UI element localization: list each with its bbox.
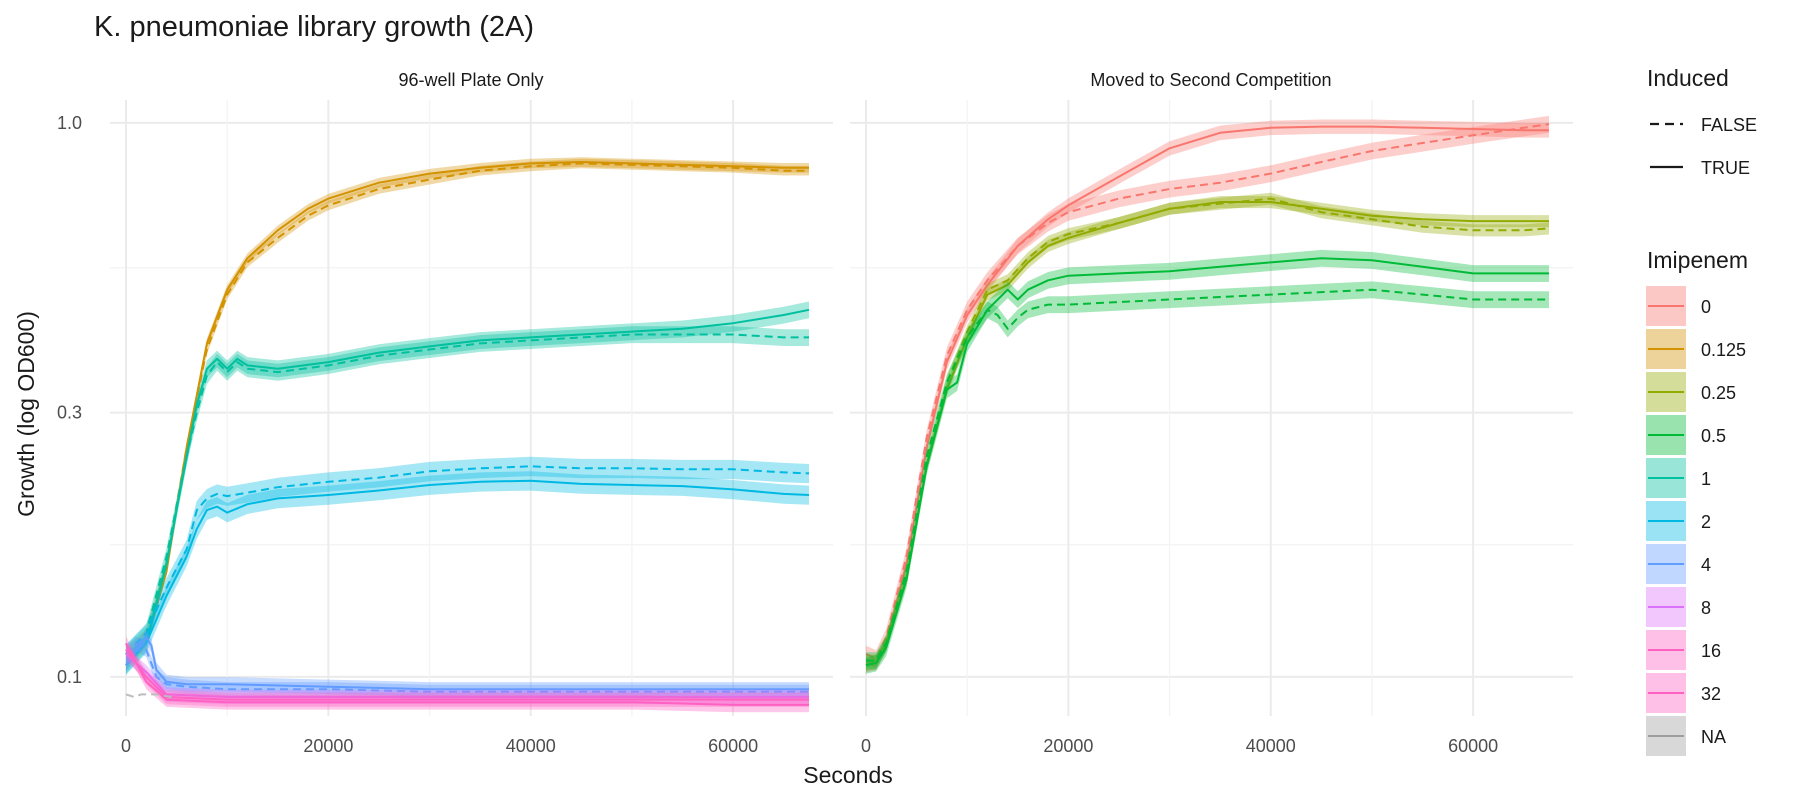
panel-plate-only-area [110,100,833,716]
x-tick-label: 40000 [506,736,556,756]
legend-induced: Induced FALSE TRUE [1647,65,1757,178]
x-tick-label: 40000 [1246,736,1296,756]
x-tick-label: 0 [121,736,131,756]
series-ribbon-imipenem-2-uninduced [126,456,809,664]
legend-imipenem-label: 8 [1701,598,1711,618]
series-line-imipenem-NA-uninduced [125,693,172,698]
panel-second-competition-strip-label: Moved to Second Competition [1090,70,1331,90]
panel-second-competition-grid [850,100,1573,716]
series-line-imipenem-1-uninduced [125,333,809,655]
panel-second-competition-series [865,115,1550,674]
legend-induced-label: TRUE [1701,158,1750,178]
legend-imipenem-title: Imipenem [1647,247,1748,273]
legend-imipenem-label: 0.125 [1701,340,1746,360]
legend-imipenem-label: NA [1701,727,1726,747]
x-axis: 0 20000 40000 60000 0 20000 40000 60000 … [121,736,1498,788]
legend-imipenem-label: 0.5 [1701,426,1726,446]
series-ribbon-imipenem-2-induced [126,471,809,675]
series-line-imipenem-4-induced [125,636,809,691]
y-tick-label: 0.3 [57,403,82,423]
series-line-imipenem-16-induced [125,649,809,701]
series-ribbon-imipenem-4-uninduced [126,636,809,700]
x-tick-label: 20000 [303,736,353,756]
y-axis-label: Growth (log OD600) [13,311,39,517]
y-tick-label: 0.1 [57,667,82,687]
series-line-imipenem-0-5-uninduced [866,288,1549,662]
legend-imipenem-label: 0 [1701,297,1711,317]
legend-imipenem-label: 16 [1701,641,1721,661]
panel-plate-only-strip-label: 96-well Plate Only [398,70,543,90]
panel-plate-only: 96-well Plate Only [110,70,833,716]
x-tick-label: 60000 [708,736,758,756]
legend-imipenem-label: 2 [1701,512,1711,532]
legend-imipenem-label: 4 [1701,555,1711,575]
legend-induced-label: FALSE [1701,115,1757,135]
series-line-imipenem-32-induced [125,642,809,706]
legend-imipenem-keys [1646,286,1686,756]
series-line-imipenem-0-induced [865,125,1549,667]
x-axis-label: Seconds [803,762,893,788]
series-line-imipenem-2-induced [125,479,810,666]
y-tick-label: 1.0 [57,113,82,133]
series-ribbon-imipenem-8-induced [126,646,809,705]
panel-plate-only-grid [110,100,833,716]
series-line-imipenem-0-uninduced [865,123,1550,660]
legend-imipenem-label: 1 [1701,469,1711,489]
panel-plate-only-series [125,157,810,713]
chart-title: K. pneumoniae library growth (2A) [94,11,534,43]
y-axis: 1.0 0.3 0.1 Growth (log OD600) [13,113,82,687]
legend-induced-title: Induced [1647,65,1729,91]
series-ribbon-imipenem-4-induced [126,630,809,697]
series-line-imipenem-0-5-induced [865,257,1549,667]
legend-imipenem-label: 32 [1701,684,1721,704]
series-line-imipenem-8-induced [125,653,809,698]
panel-second-competition-area [850,100,1573,716]
legend-imipenem-label: 0.25 [1701,383,1736,403]
x-tick-label: 60000 [1448,736,1498,756]
x-tick-label: 20000 [1043,736,1093,756]
x-tick-label: 0 [861,736,871,756]
series-line-imipenem-2-uninduced [125,465,810,655]
series-line-imipenem-0-125-uninduced [125,162,809,655]
legend-imipenem: Imipenem 0 0.125 0.25 0.5 1 2 4 8 16 32 … [1646,247,1748,756]
series-line-imipenem-4-uninduced [125,642,809,693]
panel-second-competition: Moved to Second Competition [850,70,1573,716]
